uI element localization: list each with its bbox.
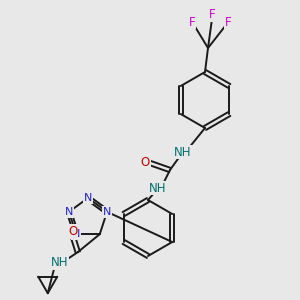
Text: F: F	[209, 8, 215, 22]
Text: N: N	[103, 207, 111, 217]
Text: N: N	[72, 229, 80, 239]
Text: NH: NH	[51, 256, 68, 269]
Text: F: F	[189, 16, 195, 28]
Text: N: N	[65, 207, 73, 217]
Text: N: N	[84, 193, 92, 203]
Text: NH: NH	[149, 182, 167, 194]
Text: O: O	[68, 225, 77, 238]
Text: F: F	[225, 16, 231, 28]
Text: NH: NH	[174, 146, 192, 158]
Text: O: O	[140, 157, 150, 169]
